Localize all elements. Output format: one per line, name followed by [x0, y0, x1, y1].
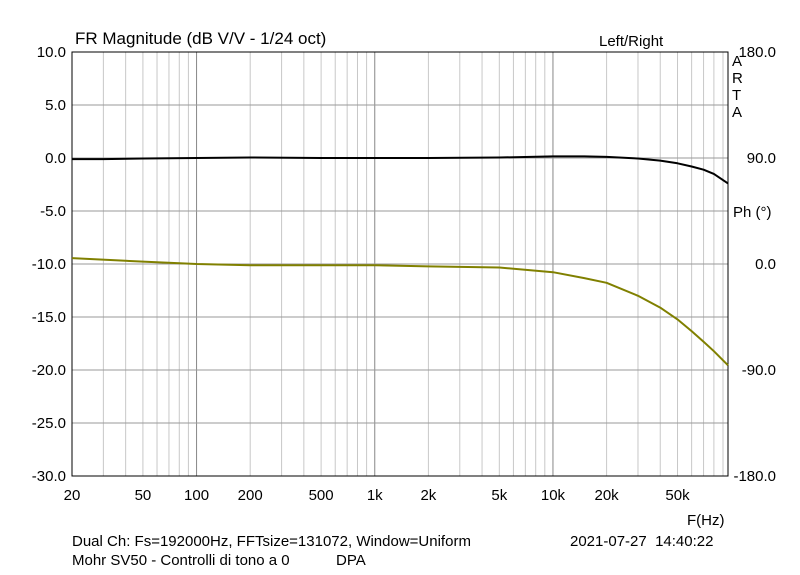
series-layer [71, 155, 729, 367]
chart-title: FR Magnitude (dB V/V - 1/24 oct) [75, 29, 326, 48]
y2-tick-label: -90.0 [742, 362, 776, 379]
x-tick-label: 100 [184, 487, 209, 504]
y-tick-label: -30.0 [32, 468, 66, 485]
y-tick-label: -5.0 [40, 203, 66, 220]
legend-label: Left/Right [599, 33, 664, 50]
measurement-settings: Dual Ch: Fs=192000Hz, FFTsize=131072, Wi… [72, 533, 471, 550]
arta-letter-a: A [732, 53, 742, 70]
y-tick-label: -20.0 [32, 362, 66, 379]
y2-tick-label: 180.0 [738, 44, 776, 61]
x-tick-label: 1k [367, 487, 383, 504]
y-tick-label: 5.0 [45, 97, 66, 114]
measurement-datetime: 2021-07-27 14:40:22 [570, 533, 714, 550]
y2-tick-label: -180.0 [733, 468, 776, 485]
phase-axis-label: Ph (°) [733, 204, 772, 221]
y-tick-label: -25.0 [32, 415, 66, 432]
y2-tick-label: 90.0 [747, 150, 776, 167]
arta-letter-t: T [732, 87, 741, 104]
measurement-mode: DPA [336, 552, 366, 569]
x-tick-label: 20k [595, 487, 620, 504]
phase-series-line [71, 257, 729, 367]
y-tick-label: 10.0 [37, 44, 66, 61]
x-tick-label: 500 [309, 487, 334, 504]
magnitude-series-line [72, 155, 729, 185]
x-tick-label: 50 [135, 487, 152, 504]
x-tick-label: 20 [64, 487, 81, 504]
plot-frame [71, 51, 729, 477]
device-name: Mohr SV50 - Controlli di tono a 0 [72, 552, 290, 569]
x-tick-label: 5k [491, 487, 507, 504]
arta-letter-r: R [732, 70, 743, 87]
x-tick-label: 50k [665, 487, 690, 504]
y-tick-label: 0.0 [45, 150, 66, 167]
x-axis-label: F(Hz) [687, 512, 725, 529]
x-tick-label: 2k [420, 487, 436, 504]
y2-tick-label: 0.0 [755, 256, 776, 273]
x-tick-label: 200 [238, 487, 263, 504]
grid-lines [71, 51, 728, 477]
y-tick-label: -15.0 [32, 309, 66, 326]
arta-letter-a2: A [732, 104, 742, 121]
tick-labels: 20 50 100 200 500 1k 2k 5k 10k 20k 50k 10.0 5.0 0.0 -5… [32, 44, 776, 504]
x-tick-label: 10k [541, 487, 566, 504]
y-tick-label: -10.0 [32, 256, 66, 273]
